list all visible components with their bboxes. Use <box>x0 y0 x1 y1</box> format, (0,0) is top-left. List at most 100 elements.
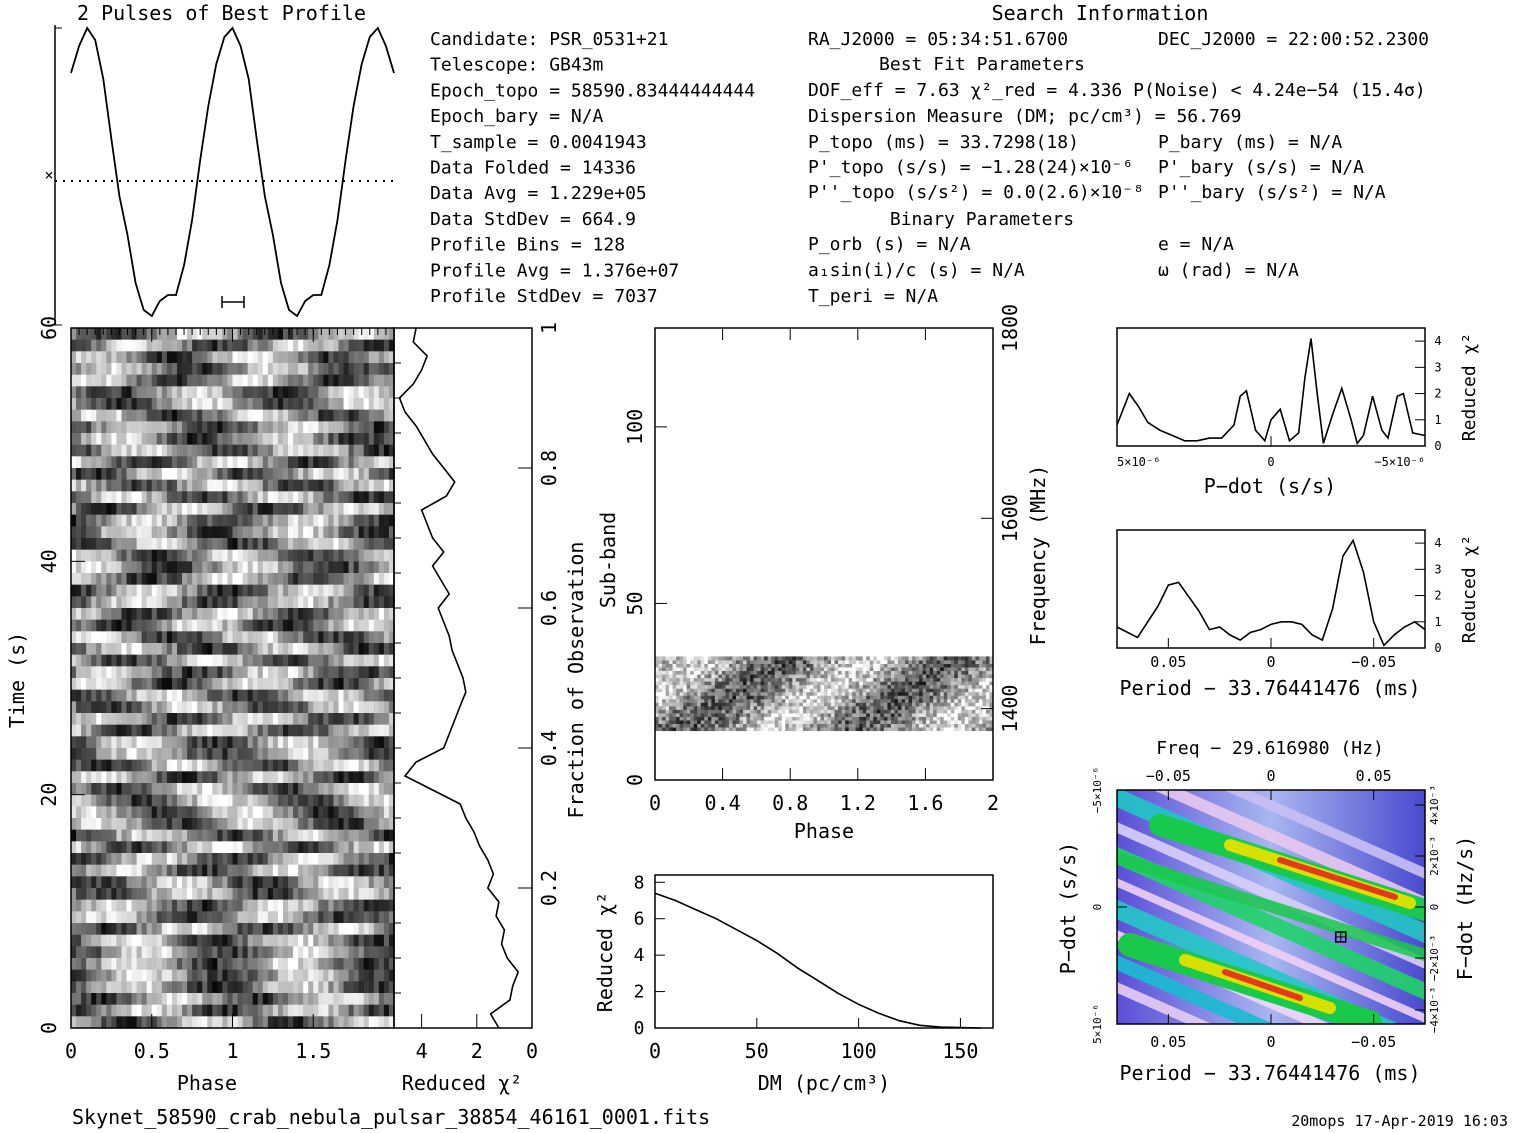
heatmap-cell <box>71 818 77 831</box>
heatmap-cell <box>176 503 183 516</box>
heatmap-cell <box>298 958 304 971</box>
heatmap-cell <box>272 631 279 644</box>
heatmap-cell <box>176 526 183 539</box>
heatmap-cell <box>809 709 814 714</box>
heatmap-cell <box>883 712 888 717</box>
heatmap-cell <box>106 503 112 516</box>
heatmap-cell <box>121 1016 128 1029</box>
heatmap-cell <box>929 712 934 717</box>
heatmap-cell <box>242 538 249 551</box>
heatmap-cell <box>222 573 229 586</box>
heatmap-cell <box>704 716 709 721</box>
heatmap-cell <box>116 934 123 947</box>
heatmap-cell <box>136 526 143 539</box>
heatmap-cell <box>101 969 107 982</box>
heatmap-cell <box>227 678 234 691</box>
heatmap-cell <box>368 351 375 364</box>
heatmap-cell <box>202 864 208 877</box>
heatmap-cell <box>338 678 345 691</box>
heatmap-cell <box>116 608 123 621</box>
heatmap-cell <box>348 923 355 936</box>
heatmap-cell <box>378 444 385 457</box>
heatmap-cell <box>272 573 279 586</box>
heatmap-cell <box>353 654 360 667</box>
heatmap-cell <box>161 491 168 504</box>
heatmap-cell <box>151 573 158 586</box>
dof-line: DOF_eff = 7.63 χ²_red = 4.336 P(Noise) <… <box>808 80 1426 101</box>
heatmap-cell <box>700 712 705 717</box>
heatmap-cell <box>116 678 123 691</box>
heatmap-cell <box>298 503 304 516</box>
heatmap-cell <box>171 1016 178 1029</box>
heatmap-cell <box>161 899 168 912</box>
heatmap-cell <box>86 853 92 866</box>
heatmap-cell <box>313 596 319 609</box>
heatmap-cell <box>880 727 885 732</box>
heatmap-cell <box>358 643 365 656</box>
heatmap-cell <box>141 421 148 434</box>
heatmap-cell <box>303 969 309 982</box>
heatmap-cell <box>373 526 380 539</box>
heatmap-cell <box>237 888 244 901</box>
heatmap-cell <box>81 771 87 784</box>
heatmap-cell <box>298 806 304 819</box>
heatmap-cell <box>121 421 128 434</box>
heatmap-cell <box>262 339 269 352</box>
heatmap-cell <box>282 1004 289 1017</box>
heatmap-cell <box>711 705 716 710</box>
heatmap-cell <box>353 631 360 644</box>
heatmap-cell <box>227 514 234 527</box>
heatmap-cell <box>288 514 294 527</box>
heatmap-cell <box>824 705 829 710</box>
heatmap-cell <box>106 386 112 399</box>
heatmap-cell <box>252 969 259 982</box>
heatmap-cell <box>81 911 87 924</box>
heatmap-cell <box>187 818 193 831</box>
heatmap-cell <box>704 719 709 724</box>
heatmap-cell <box>915 702 920 707</box>
heatmap-cell <box>318 1004 324 1017</box>
heatmap-cell <box>293 596 299 609</box>
heatmap-cell <box>222 876 229 889</box>
heatmap-cell <box>217 864 224 877</box>
heatmap-cell <box>288 666 294 679</box>
heatmap-cell <box>227 654 234 667</box>
heatmap-cell <box>96 806 102 819</box>
heatmap-cell <box>293 538 299 551</box>
heatmap-cell <box>799 723 804 728</box>
heatmap-cell <box>343 421 350 434</box>
heatmap-cell <box>662 723 667 728</box>
heatmap-cell <box>669 695 674 700</box>
heatmap-cell <box>111 549 118 562</box>
heatmap-cell <box>282 981 289 994</box>
heatmap-cell <box>358 468 365 481</box>
heatmap-cell <box>101 1016 107 1029</box>
heatmap-cell <box>71 503 77 516</box>
heatmap-cell <box>303 934 309 947</box>
heatmap-cell <box>866 712 871 717</box>
heatmap-cell <box>343 491 350 504</box>
heatmap-cell <box>141 771 148 784</box>
heatmap-cell <box>81 573 87 586</box>
heatmap-cell <box>788 719 793 724</box>
heatmap-cell <box>227 421 234 434</box>
heatmap-cell <box>71 619 77 632</box>
heatmap-cell <box>111 328 118 341</box>
heatmap-cell <box>81 479 87 492</box>
heatmap-cell <box>378 339 385 352</box>
heatmap-cell <box>348 328 355 341</box>
heatmap-cell <box>282 631 289 644</box>
heatmap-cell <box>166 409 173 422</box>
heatmap-cell <box>182 899 188 912</box>
heatmap-cell <box>187 328 193 341</box>
heatmap-cell <box>308 911 314 924</box>
heatmap-cell <box>161 689 168 702</box>
heatmap-cell <box>904 716 909 721</box>
heatmap-cell <box>76 759 82 772</box>
search-title: Search Information <box>992 1 1209 25</box>
heatmap-cell <box>207 923 213 936</box>
heatmap-cell <box>869 719 874 724</box>
heatmap-cell <box>388 526 395 539</box>
heatmap-cell <box>106 993 112 1006</box>
heatmap-cell <box>176 701 183 714</box>
